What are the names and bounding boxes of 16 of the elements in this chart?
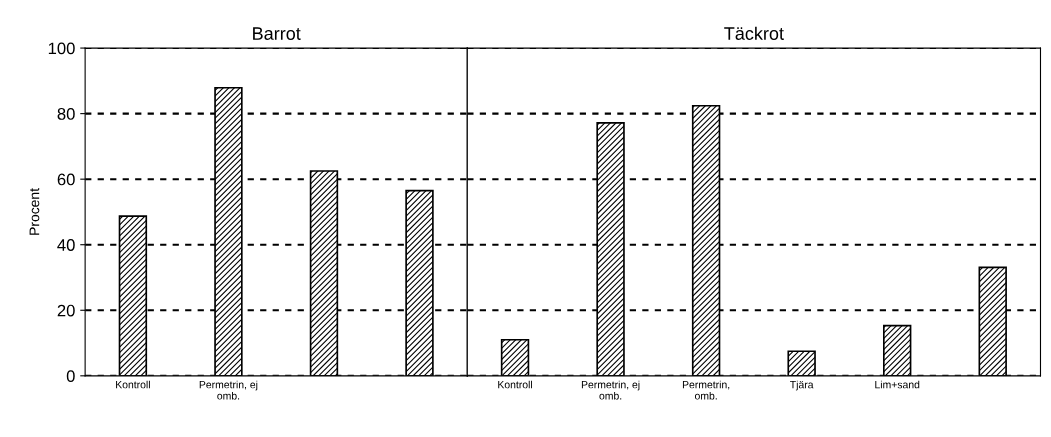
x-tick-label: Permetrin, omb.	[682, 380, 730, 400]
y-tick-label: 80	[57, 108, 75, 120]
x-tick-label: Kontroll	[116, 380, 150, 389]
x-tick-label: Tjära	[790, 380, 814, 391]
y-tick-label: 0	[66, 370, 75, 383]
chart-title: Barrot	[253, 27, 301, 40]
y-tick-label: 40	[57, 239, 75, 251]
y-axis-title: Procent	[29, 188, 40, 235]
y-tick-label: 60	[57, 173, 75, 186]
y-tick-label: 20	[57, 304, 75, 317]
chart-title: Täckrot	[724, 26, 784, 40]
x-tick-label: Permetrin, ej omb.	[581, 380, 640, 400]
x-tick-label: Permetrin, ej omb.	[199, 380, 258, 400]
x-tick-label: Lim+sand	[875, 380, 920, 389]
y-tick-label: 100	[48, 42, 75, 55]
x-tick-label: Kontroll	[498, 380, 533, 389]
